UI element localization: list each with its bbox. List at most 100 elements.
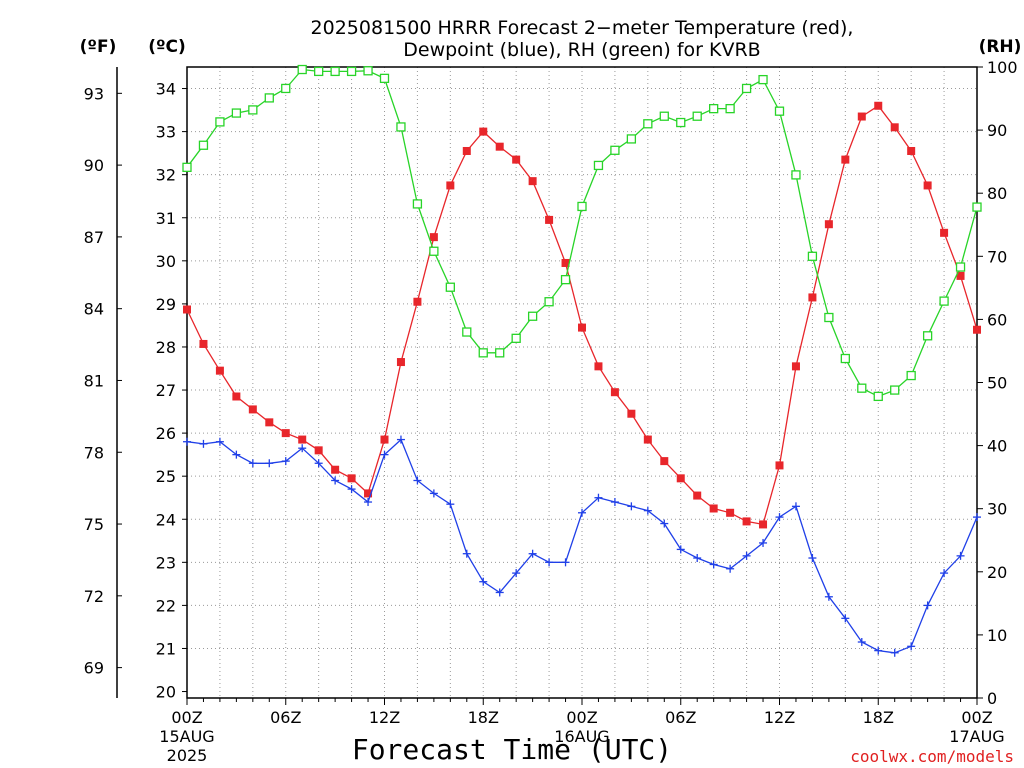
- dewpoint-point: [578, 508, 586, 517]
- celsius-tick-label: 25: [156, 467, 176, 486]
- rh-tick-label: 60: [987, 310, 1007, 329]
- chart-title-line1: 2025081500 HRRR Forecast 2−meter Tempera…: [311, 17, 854, 39]
- temperature-point: [709, 504, 718, 513]
- celsius-tick-label: 22: [156, 596, 176, 615]
- x-tick-label-time: 18Z: [863, 708, 894, 727]
- temperature-point: [808, 293, 817, 302]
- rh-point: [412, 199, 423, 209]
- dewpoint-point: [890, 648, 899, 657]
- dewpoint-point: [281, 457, 290, 466]
- dewpoint-point: [660, 519, 669, 528]
- rh-point: [511, 333, 521, 343]
- temperature-point: [643, 435, 652, 444]
- axes: [116, 66, 983, 705]
- rh-point: [429, 246, 439, 256]
- dewpoint-point: [791, 502, 800, 511]
- temperature-point: [364, 489, 373, 498]
- rh-series: [182, 64, 982, 402]
- rh-point: [182, 162, 192, 172]
- fahrenheit-tick-label: 72: [84, 587, 104, 606]
- dewpoint-point: [956, 551, 965, 560]
- rh-point: [462, 327, 472, 337]
- dewpoint-point: [347, 485, 356, 494]
- rh-point: [478, 348, 488, 358]
- temperature-point: [890, 123, 899, 132]
- dewpoint-point: [693, 554, 702, 563]
- temperature-point: [446, 181, 455, 190]
- dewpoint-point: [759, 538, 768, 547]
- rh-point: [330, 66, 340, 77]
- rh-point: [857, 383, 867, 393]
- rh-point: [840, 353, 850, 364]
- dewpoint-point: [643, 506, 652, 515]
- celsius-tick-label: 27: [156, 381, 176, 400]
- rh-point: [807, 251, 818, 261]
- rh-point: [774, 106, 785, 116]
- dewpoint-point: [610, 498, 619, 507]
- celsius-tick-label: 34: [156, 80, 176, 99]
- rh-point: [709, 103, 719, 114]
- celsius-tick-label: 24: [156, 510, 176, 529]
- celsius-tick-label: 30: [156, 252, 176, 271]
- temperature-point: [610, 388, 619, 397]
- temperature-point: [429, 233, 438, 242]
- series-layer: [182, 64, 982, 657]
- dewpoint-point: [331, 476, 340, 485]
- rh-point: [248, 105, 258, 115]
- rh-point: [346, 66, 357, 77]
- fahrenheit-tick-label: 93: [84, 84, 104, 103]
- temperature-point: [578, 323, 586, 332]
- temperature-point: [956, 271, 965, 280]
- x-tick-label-date: 15AUG: [159, 727, 214, 746]
- dewpoint-point: [528, 549, 537, 558]
- temperature-point: [183, 305, 191, 314]
- dewpoint-point: [709, 560, 718, 569]
- temperature-point: [462, 146, 471, 155]
- temperature-point: [479, 127, 488, 136]
- dewpoint-point: [314, 459, 323, 468]
- celsius-tick-label: 20: [156, 683, 176, 702]
- x-tick-label-date: 16AUG: [554, 727, 609, 746]
- rh-tick-label: 50: [987, 374, 1007, 393]
- rh-unit-label: (RH): [979, 37, 1022, 57]
- rh-point: [231, 108, 242, 118]
- rh-point: [379, 73, 390, 84]
- x-tick-label-time: 00Z: [566, 708, 597, 727]
- dewpoint-point: [215, 437, 224, 446]
- rh-point: [725, 103, 735, 114]
- temperature-point: [495, 142, 504, 151]
- rh-point: [692, 111, 702, 121]
- temperature-point: [380, 435, 389, 444]
- celsius-tick-label: 21: [156, 639, 176, 658]
- dewpoint-point: [973, 513, 981, 522]
- temperature-point: [791, 362, 800, 371]
- rh-tick-label: 40: [987, 437, 1007, 456]
- temperature-point: [841, 155, 850, 164]
- temperature-point: [940, 228, 949, 237]
- rh-point: [643, 119, 653, 129]
- fahrenheit-tick-label: 75: [84, 515, 104, 534]
- x-tick-label-time: 00Z: [171, 708, 202, 727]
- rh-tick-label: 70: [987, 247, 1007, 266]
- rh-point: [281, 83, 291, 94]
- temperature-point: [874, 101, 883, 110]
- fahrenheit-unit-label: (ºF): [80, 37, 117, 57]
- fahrenheit-tick-label: 69: [84, 659, 104, 678]
- chart-title-line2: Dewpoint (blue), RH (green) for KVRB: [403, 39, 760, 61]
- rh-point: [758, 74, 768, 85]
- temperature-point: [281, 429, 290, 438]
- dewpoint-point: [940, 569, 949, 578]
- temperature-point: [676, 474, 685, 483]
- temperature-point: [232, 392, 241, 401]
- temperature-point: [561, 258, 570, 267]
- rh-point: [215, 117, 225, 127]
- x-axis-label: Forecast Time (UTC): [352, 733, 672, 766]
- dewpoint-point: [561, 558, 570, 567]
- fahrenheit-tick-label: 90: [84, 156, 104, 175]
- temperature-point: [528, 177, 537, 186]
- dewpoint-point: [512, 569, 521, 578]
- celsius-unit-label: (ºC): [148, 37, 186, 57]
- temperature-point: [907, 146, 916, 155]
- fahrenheit-tick-label: 78: [84, 443, 104, 462]
- rh-point: [659, 111, 669, 121]
